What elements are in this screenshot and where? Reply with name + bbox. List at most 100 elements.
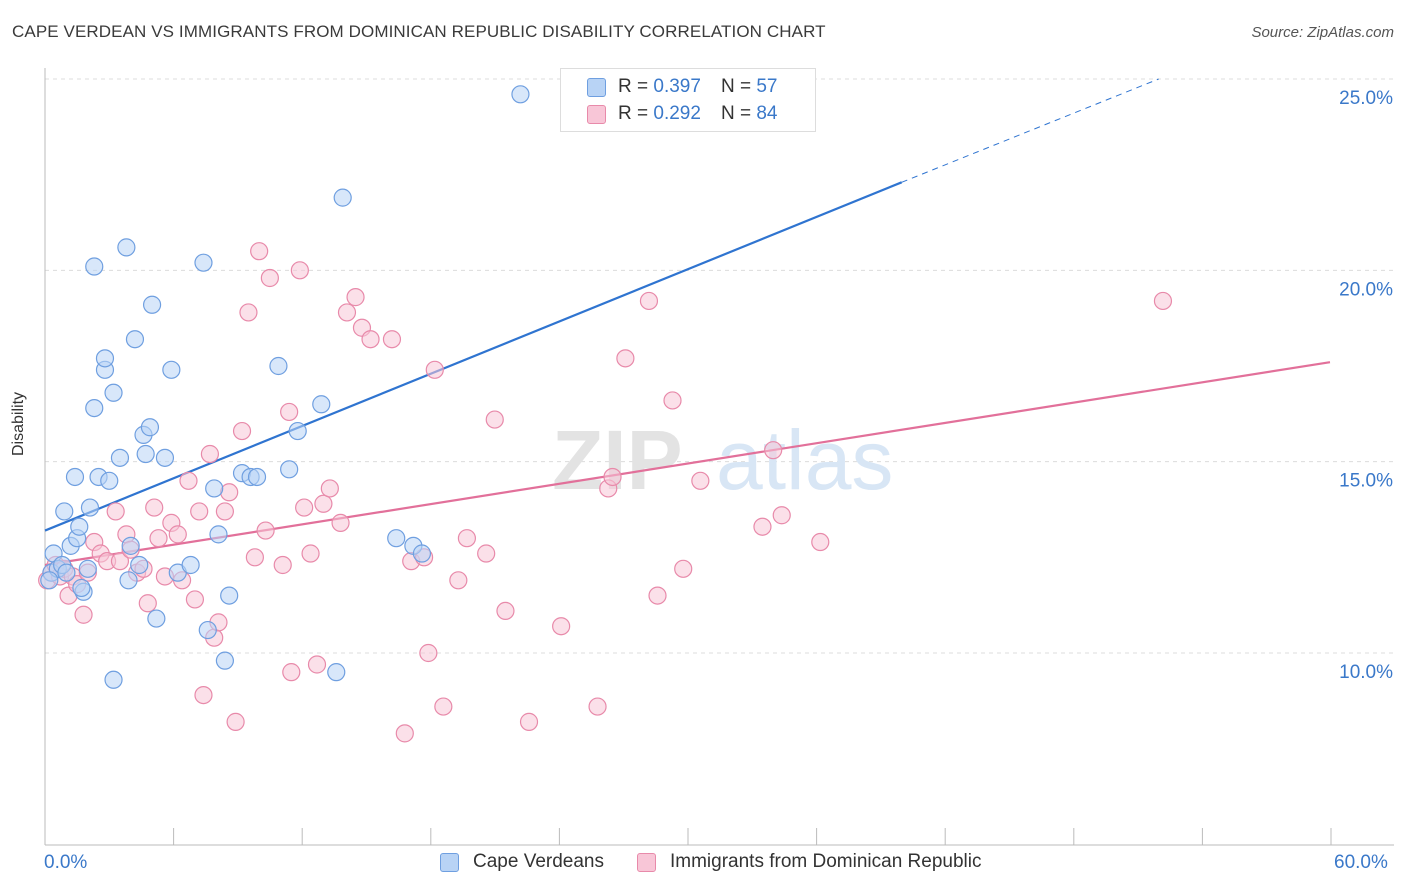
data-point-capeverdean xyxy=(65,467,85,487)
data-point-dominican xyxy=(280,402,299,422)
data-point-dominican xyxy=(395,724,414,743)
data-point-capeverdean xyxy=(40,571,59,590)
axes xyxy=(44,68,1394,846)
data-point-capeverdean xyxy=(78,559,97,578)
legend-swatch-pink xyxy=(637,852,656,872)
data-point-dominican xyxy=(295,498,314,517)
y-tick-label: 15.0% xyxy=(1339,471,1393,492)
grid-lines xyxy=(45,78,1394,654)
watermark-atlas: atlas xyxy=(716,413,893,507)
data-point-dominican xyxy=(449,571,468,590)
data-point-capeverdean xyxy=(288,421,307,441)
data-point-dominican xyxy=(200,444,220,464)
data-point-dominican xyxy=(215,502,234,521)
data-point-capeverdean xyxy=(312,395,331,414)
data-point-dominican xyxy=(290,261,309,280)
data-point-dominican xyxy=(588,697,607,716)
data-point-dominican xyxy=(282,663,301,682)
data-point-dominican xyxy=(307,655,327,674)
series-legend: Cape Verdeans Immigrants from Dominican … xyxy=(0,851,1406,877)
correlation-legend: R = 0.397 N = 57 R = 0.292 N = 84 xyxy=(560,68,816,132)
data-point-dominican xyxy=(145,498,164,517)
legend-item-dominican: Immigrants from Dominican Republic xyxy=(637,851,982,873)
data-point-capeverdean xyxy=(327,663,346,682)
legend-r-label: R = xyxy=(618,76,649,97)
data-point-dominican xyxy=(232,421,252,441)
legend-n-value-blue: 57 xyxy=(756,76,778,97)
data-point-capeverdean xyxy=(181,555,200,575)
data-point-capeverdean xyxy=(155,448,175,467)
data-point-capeverdean xyxy=(205,479,224,498)
data-point-capeverdean xyxy=(130,555,149,575)
y-tick-label: 25.0% xyxy=(1339,88,1393,109)
data-point-capeverdean xyxy=(104,670,123,689)
x-tick-label-min: 0.0% xyxy=(44,852,88,873)
data-point-capeverdean xyxy=(110,448,130,467)
data-point-capeverdean xyxy=(80,498,100,517)
y-axis-label: Disability xyxy=(10,391,27,456)
data-point-capeverdean xyxy=(57,563,76,582)
data-point-capeverdean xyxy=(194,253,213,272)
data-point-dominican xyxy=(190,502,209,521)
data-point-dominican xyxy=(106,502,125,521)
data-point-capeverdean xyxy=(125,330,145,349)
data-point-dominican xyxy=(194,685,213,705)
data-point-dominican xyxy=(674,559,693,578)
data-point-capeverdean xyxy=(247,467,267,487)
legend-n-label: N = xyxy=(720,103,752,124)
data-point-dominican xyxy=(110,552,130,571)
data-point-capeverdean xyxy=(209,525,228,544)
data-point-dominican xyxy=(179,471,198,490)
y-tick-label: 20.0% xyxy=(1339,279,1393,300)
data-point-dominican xyxy=(74,605,93,624)
legend-swatch-pink xyxy=(587,104,606,124)
data-point-capeverdean xyxy=(387,529,406,548)
data-point-dominican xyxy=(552,617,571,636)
x-tick-label-max: 60.0% xyxy=(1334,852,1388,873)
data-point-dominican xyxy=(603,467,622,487)
data-point-dominican xyxy=(301,544,320,563)
data-point-dominican xyxy=(226,712,245,731)
legend-label-dominican: Immigrants from Dominican Republic xyxy=(670,851,982,872)
legend-r-value-blue: 0.397 xyxy=(653,76,701,97)
data-point-dominican xyxy=(346,288,365,307)
data-point-dominican xyxy=(419,643,438,663)
data-point-dominican xyxy=(149,529,168,548)
data-point-dominican xyxy=(314,494,333,513)
data-point-dominican xyxy=(1153,291,1173,311)
data-point-dominican xyxy=(811,532,830,552)
data-point-dominican xyxy=(250,242,269,261)
data-point-capeverdean xyxy=(220,586,239,605)
data-point-capeverdean xyxy=(104,383,123,402)
data-point-capeverdean xyxy=(70,517,89,536)
data-point-capeverdean xyxy=(95,349,115,368)
data-point-capeverdean xyxy=(72,578,91,598)
data-point-capeverdean xyxy=(85,257,104,276)
data-point-dominican xyxy=(239,303,258,322)
data-point-dominican xyxy=(639,291,659,311)
series-capeverdean-points xyxy=(40,85,530,689)
data-point-capeverdean xyxy=(140,418,160,437)
legend-swatch-blue xyxy=(587,77,606,97)
data-point-capeverdean xyxy=(280,460,299,479)
data-point-dominican xyxy=(273,555,292,575)
data-point-capeverdean xyxy=(100,471,119,490)
data-point-capeverdean xyxy=(121,536,140,555)
data-point-dominican xyxy=(220,483,239,502)
data-point-capeverdean xyxy=(269,356,288,376)
legend-n-label: N = xyxy=(720,76,752,97)
data-point-capeverdean xyxy=(412,544,432,563)
watermark: ZIP atlas xyxy=(552,413,893,507)
chart-title: CAPE VERDEAN VS IMMIGRANTS FROM DOMINICA… xyxy=(12,22,826,41)
data-point-capeverdean xyxy=(215,651,234,670)
data-point-dominican xyxy=(753,517,772,536)
data-point-dominican xyxy=(457,529,477,548)
data-point-dominican xyxy=(519,712,539,731)
data-point-dominican xyxy=(663,391,682,410)
data-point-capeverdean xyxy=(162,360,181,379)
data-point-dominican xyxy=(260,268,279,288)
data-point-dominican xyxy=(245,548,264,567)
legend-label-capeverdeans: Cape Verdeans xyxy=(473,851,604,872)
y-tick-label: 10.0% xyxy=(1339,662,1393,683)
